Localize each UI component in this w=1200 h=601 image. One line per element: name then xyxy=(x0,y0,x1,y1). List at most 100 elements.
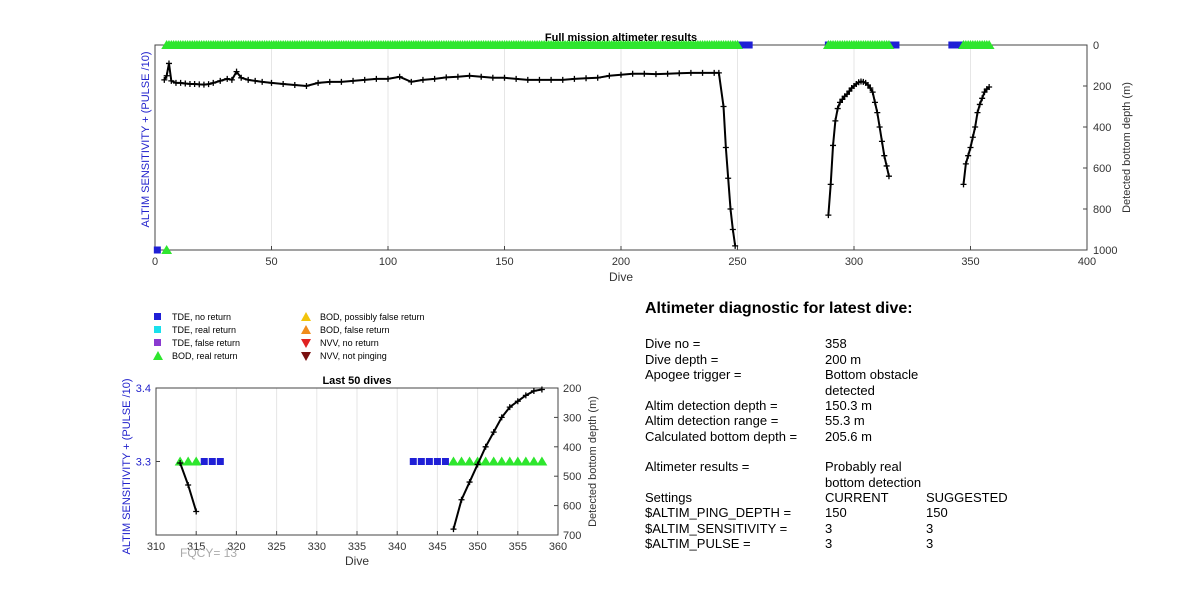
legend-label: TDE, false return xyxy=(172,338,241,348)
diagnostic-row: $ALTIM_PULSE = 3 3 xyxy=(645,536,1185,552)
bottom-depth-point xyxy=(976,101,983,108)
bottom-depth-point xyxy=(720,103,727,110)
bottom-depth-point xyxy=(419,76,426,83)
diagnostic-row: $ALTIM_SENSITIVITY = 3 3 xyxy=(645,521,1185,537)
diagnostic-value: 358 xyxy=(825,336,847,351)
bod-marker xyxy=(182,456,194,466)
right-y-tick-label: 600 xyxy=(1093,163,1111,175)
diagnostic-value: 205.6 m xyxy=(825,428,872,444)
legend-label: BOD, false return xyxy=(320,325,390,335)
bottom-depth-point xyxy=(185,482,192,489)
legend-symbol xyxy=(150,338,166,348)
x-tick-label: 50 xyxy=(265,256,277,268)
left-y-tick-label: 3.3 xyxy=(136,457,151,469)
bottom-depth-point xyxy=(827,181,834,188)
diagnostic-label: Altimeter results = xyxy=(645,459,750,474)
x-tick-label: 250 xyxy=(728,256,746,268)
right-y-tick-label: 800 xyxy=(1093,204,1111,216)
left-y-tick-label: 3.4 xyxy=(136,383,151,395)
bod-marker xyxy=(448,456,459,466)
bod-marker xyxy=(190,456,202,466)
left-y-axis-label: ALTIM SENSITIVITY + (PULSE /10) xyxy=(140,52,152,228)
bottom-depth-point xyxy=(629,70,636,77)
spacer xyxy=(645,444,1185,459)
bottom-depth-point xyxy=(715,69,722,76)
bod-marker xyxy=(496,456,508,466)
diagnostic-value: SUGGESTED xyxy=(926,489,1008,505)
bottom-depth-point xyxy=(832,117,839,124)
bottom-depth-point xyxy=(885,173,892,180)
diagnostic-row: Altim detection range = 55.3 m xyxy=(645,413,1185,429)
bottom-depth-point xyxy=(878,138,885,145)
bottom-depth-point xyxy=(969,134,976,141)
diagnostic-label: $ALTIM_SENSITIVITY = xyxy=(645,520,788,536)
bottom-depth-point xyxy=(981,89,988,96)
right-y-tick-label: 200 xyxy=(563,383,581,395)
bottom-depth-point xyxy=(489,74,496,81)
bottom-depth-point xyxy=(482,443,489,450)
bottom-depth-point xyxy=(252,77,259,84)
x-tick-label: 300 xyxy=(845,256,863,268)
bottom-depth-point xyxy=(408,78,415,85)
bottom-depth-point xyxy=(291,81,298,88)
x-tick-label: 100 xyxy=(379,256,397,268)
diagnostic-value: CURRENT xyxy=(825,489,889,505)
bottom-depth-point xyxy=(238,74,245,81)
bottom-depth-point xyxy=(161,76,168,83)
tde-marker xyxy=(200,458,208,465)
bod-marker xyxy=(480,456,492,466)
bottom-depth-point xyxy=(839,96,846,103)
bottom-depth-point xyxy=(729,226,736,233)
right-y-tick-label: 400 xyxy=(563,442,581,454)
tde-marker xyxy=(441,458,449,465)
bod-marker xyxy=(883,40,895,50)
bottom-depth-point xyxy=(583,75,590,82)
bottom-depth-point xyxy=(652,71,659,78)
x-tick-label: 360 xyxy=(549,541,567,553)
bottom-depth-line xyxy=(452,388,543,530)
bod-marker xyxy=(732,40,743,50)
bottom-depth-point xyxy=(876,124,883,130)
legend-item: BOD, possibly false return xyxy=(298,312,425,322)
tde-marker xyxy=(745,41,753,49)
bottom-depth-point xyxy=(478,73,485,80)
bod-marker xyxy=(512,456,524,466)
right-y-tick-label: 700 xyxy=(563,530,581,542)
bottom-depth-point xyxy=(165,60,172,67)
bottom-depth-point xyxy=(326,78,333,85)
right-y-tick-label: 200 xyxy=(1093,81,1111,93)
bod-marker xyxy=(520,456,532,466)
legend-label: BOD, real return xyxy=(172,351,238,361)
bottom-depth-point xyxy=(972,124,979,130)
diagnostic-value: 3 xyxy=(926,536,934,551)
bottom-depth-point xyxy=(874,109,881,116)
altimeter-diagnostic-panel: Altimeter diagnostic for latest dive: Di… xyxy=(645,300,1185,552)
bod-marker xyxy=(488,456,500,466)
bottom-depth-point xyxy=(458,496,465,503)
legend-item: TDE, no return xyxy=(150,312,231,322)
x-axis-label: Dive xyxy=(345,554,369,568)
x-tick-label: 330 xyxy=(308,541,326,553)
bottom-depth-point xyxy=(548,76,555,83)
right-y-tick-label: 1000 xyxy=(1093,245,1117,257)
diagnostic-label: Dive depth = xyxy=(645,351,719,367)
bottom-depth-point xyxy=(454,73,461,80)
legend-symbol xyxy=(298,338,314,348)
legend-symbol xyxy=(298,312,314,322)
x-tick-label: 335 xyxy=(348,541,366,553)
bod-marker xyxy=(528,456,540,466)
x-tick-label: 400 xyxy=(1078,256,1096,268)
diagnostic-value: 3 xyxy=(825,536,833,551)
bod-marker xyxy=(504,456,516,466)
bottom-depth-line xyxy=(163,63,737,247)
legend-item: TDE, false return xyxy=(150,338,240,348)
diagnostic-value: 3 xyxy=(926,520,934,536)
bottom-depth-point xyxy=(396,73,403,80)
bod-marker xyxy=(472,456,483,466)
bottom-depth-point xyxy=(228,76,235,83)
tde-marker xyxy=(433,458,441,465)
bottom-depth-point xyxy=(490,429,497,436)
spacer xyxy=(645,383,1185,398)
bottom-depth-point xyxy=(498,414,505,421)
